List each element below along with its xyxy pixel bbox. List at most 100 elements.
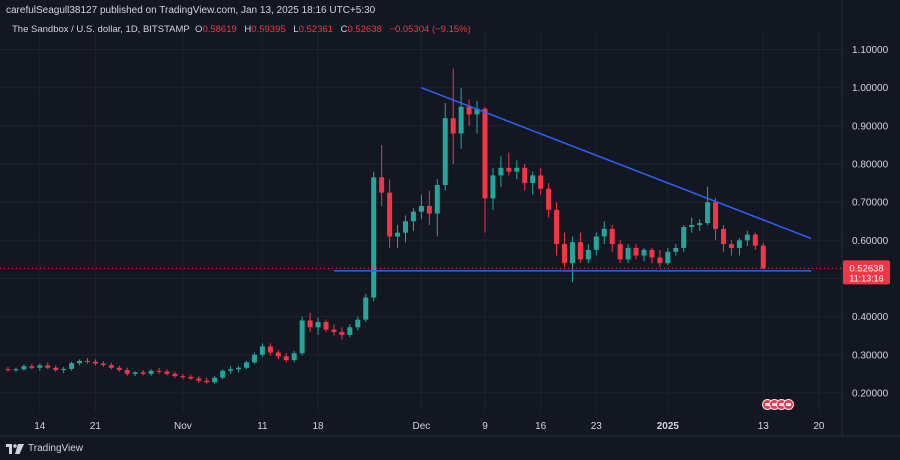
candle-body [339,331,345,335]
candle-body [5,369,11,371]
candle-body [466,106,472,115]
candle-body [188,376,194,379]
candle-body [673,247,679,252]
candle [339,327,345,340]
candle-body [641,249,647,256]
candle [61,366,67,374]
candle-body [371,177,377,298]
time-tick-label: Nov [174,421,192,432]
candle [204,377,210,384]
candle [355,316,361,331]
candle-body [728,244,734,248]
candle-body [546,188,552,210]
candle-body [665,251,671,264]
candle [331,324,337,336]
candle [466,99,472,126]
candle [45,362,51,370]
candle-body [236,367,242,370]
candle-body [116,367,122,371]
close-value: 0.52638 [347,24,382,35]
candle-body [69,363,75,369]
price-tick-label: 1.10000 [852,45,889,56]
tradingview-footer[interactable]: TradingView [6,443,83,454]
price-tick-label: 0.20000 [852,388,889,399]
candle-body [61,368,67,371]
time-tick-label: 9 [482,421,488,432]
price-tick-label: 0.40000 [852,312,889,323]
candle-body [196,378,202,381]
us-flag-icon[interactable] [783,399,794,410]
candle-body [752,234,758,246]
candle [649,247,655,264]
candle [172,371,178,378]
time-tick-label: 20 [813,421,825,432]
candle-body [625,247,631,260]
candle [689,217,695,233]
candle [371,171,377,302]
candle [100,361,106,367]
candle [315,317,321,335]
candle-body [760,245,766,269]
candle [212,376,218,384]
candle-body [251,354,257,363]
candle-body [450,118,456,134]
candle [108,362,114,370]
candle [148,369,154,376]
candle [530,171,536,195]
candle [554,202,560,256]
publisher-line: carefulSeagull38127 published on Trading… [6,5,376,16]
price-axis[interactable]: 1.10000 1.00000 0.90000 0.80000 0.70000 0.600… [841,0,889,436]
open-label: O [195,24,203,35]
candle-body [585,249,591,260]
candle [585,244,591,264]
candle [705,186,711,226]
high-value: 0.59395 [251,24,286,35]
candle [577,232,583,264]
candle-body [681,226,687,248]
candle [13,367,19,372]
candle-body [458,106,464,134]
time-axis[interactable]: 14 21 Nov 11 18 Dec 9 16 23 2025 13 20 [0,421,900,437]
candle-body [172,373,178,377]
last-price-countdown: 11:13:16 [849,273,883,283]
candle-body [490,175,496,199]
candle-body [705,202,711,224]
time-tick-label: 16 [535,421,547,432]
last-price-tag-box [843,260,890,285]
candle [323,319,329,332]
candle-body [347,327,353,335]
candle-body [180,376,186,378]
candle-body [498,167,504,176]
candle [379,144,385,206]
candle-body [108,365,114,368]
candle [538,167,544,195]
candle-body [721,228,726,245]
candle-body [267,346,273,353]
candle-body [315,321,321,328]
candle [442,102,448,191]
candle [721,225,726,252]
candle [697,219,703,231]
candle [633,244,639,260]
candle-body [506,167,512,172]
candle-body [593,236,599,250]
trendlines[interactable] [333,86,812,272]
candle-body [148,370,154,374]
price-tick-label: 0.60000 [852,236,889,247]
candle-body [601,228,607,237]
trendline-descending-resistance [421,86,812,240]
candle-body [657,257,663,264]
candle [267,343,273,356]
candle-body [697,223,703,226]
candle [124,367,130,376]
price-tick-label: 0.80000 [852,160,889,171]
candle-body [228,369,234,371]
candle-body [514,167,520,172]
candle [403,215,408,243]
economic-events[interactable] [762,399,794,410]
candle-body [538,175,544,189]
candles [5,68,766,384]
candle-body [744,234,750,241]
candle [244,360,249,370]
